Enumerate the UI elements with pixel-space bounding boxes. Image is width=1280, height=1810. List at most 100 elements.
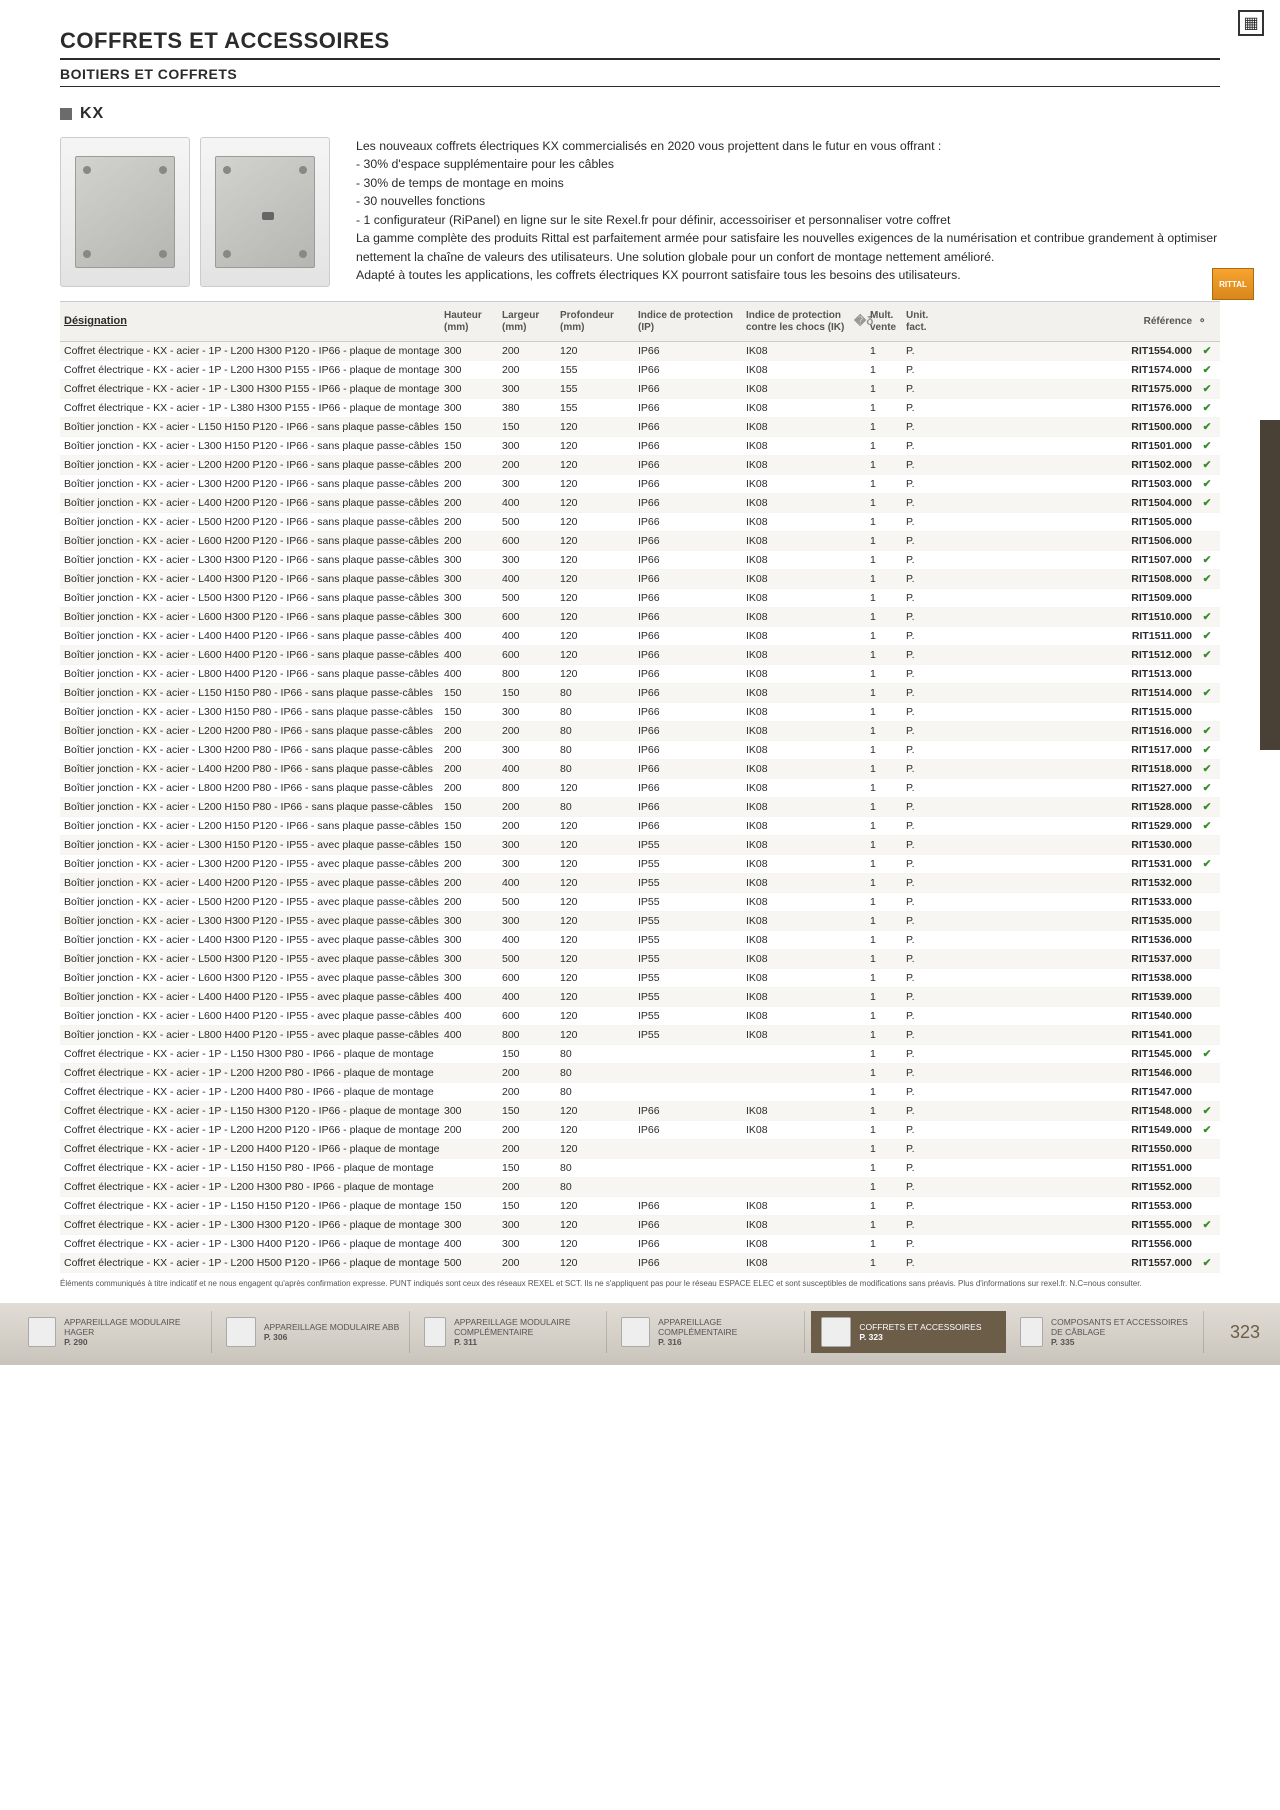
cell-profondeur: 120	[560, 535, 638, 547]
cell-ik: IK08	[746, 649, 854, 661]
table-row: Boîtier jonction - KX - acier - L400 H40…	[60, 627, 1220, 646]
footer-nav-item[interactable]: COFFRETS ET ACCESSOIRESP. 323	[811, 1311, 1006, 1353]
cell-profondeur: 120	[560, 497, 638, 509]
cell-ip: IP66	[638, 1219, 746, 1231]
cell-designation: Boîtier jonction - KX - acier - L150 H15…	[64, 421, 444, 433]
cell-unit: P.	[906, 1143, 942, 1155]
footer-thumb	[1020, 1317, 1043, 1347]
cell-hauteur: 300	[444, 934, 502, 946]
cell-mult: 1	[870, 1162, 906, 1174]
cell-unit: P.	[906, 1048, 942, 1060]
cell-reference: RIT1547.000	[942, 1086, 1198, 1098]
cell-reference: RIT1557.000	[942, 1257, 1198, 1269]
cell-unit: P.	[906, 535, 942, 547]
cell-unit: P.	[906, 991, 942, 1003]
stock-check-icon: ✔	[1198, 1219, 1216, 1231]
footer-item-title: APPAREILLAGE MODULAIRE ABB	[264, 1322, 399, 1332]
cell-largeur: 500	[502, 953, 560, 965]
stock-check-icon: ✔	[1198, 801, 1216, 813]
footer-item-page: P. 323	[859, 1332, 981, 1342]
footer-item-title: APPAREILLAGE MODULAIRE HAGER	[64, 1317, 203, 1337]
cell-designation: Boîtier jonction - KX - acier - L800 H40…	[64, 668, 444, 680]
cell-largeur: 600	[502, 649, 560, 661]
table-row: Boîtier jonction - KX - acier - L200 H20…	[60, 722, 1220, 741]
cell-ik: IK08	[746, 839, 854, 851]
table-row: Coffret électrique - KX - acier - 1P - L…	[60, 1045, 1220, 1064]
cell-ik: IK08	[746, 611, 854, 623]
cell-largeur: 300	[502, 1238, 560, 1250]
cell-profondeur: 120	[560, 1200, 638, 1212]
cell-designation: Boîtier jonction - KX - acier - L800 H40…	[64, 1029, 444, 1041]
table-row: Boîtier jonction - KX - acier - L200 H15…	[60, 817, 1220, 836]
table-row: Boîtier jonction - KX - acier - L400 H40…	[60, 988, 1220, 1007]
cell-designation: Boîtier jonction - KX - acier - L600 H30…	[64, 611, 444, 623]
cell-reference: RIT1515.000	[942, 706, 1198, 718]
cell-designation: Boîtier jonction - KX - acier - L600 H30…	[64, 972, 444, 984]
cell-reference: RIT1500.000	[942, 421, 1198, 433]
cell-largeur: 200	[502, 1181, 560, 1193]
cell-profondeur: 120	[560, 516, 638, 528]
stock-check-icon: ✔	[1198, 611, 1216, 623]
cell-ip: IP66	[638, 497, 746, 509]
cell-mult: 1	[870, 1086, 906, 1098]
cell-ip: IP66	[638, 421, 746, 433]
cell-hauteur: 400	[444, 1029, 502, 1041]
cell-largeur: 600	[502, 611, 560, 623]
cell-unit: P.	[906, 592, 942, 604]
cell-mult: 1	[870, 1010, 906, 1022]
cell-ip: IP66	[638, 763, 746, 775]
cell-mult: 1	[870, 554, 906, 566]
cell-profondeur: 120	[560, 1010, 638, 1022]
cell-profondeur: 120	[560, 972, 638, 984]
cell-ip: IP66	[638, 1105, 746, 1117]
footer-nav-item[interactable]: APPAREILLAGE MODULAIRE COMPLÉMENTAIREP. …	[416, 1311, 608, 1353]
cell-unit: P.	[906, 763, 942, 775]
cell-mult: 1	[870, 459, 906, 471]
page-subtitle: BOITIERS ET COFFRETS	[60, 66, 1220, 87]
table-row: Coffret électrique - KX - acier - 1P - L…	[60, 1083, 1220, 1102]
cell-largeur: 400	[502, 763, 560, 775]
cell-profondeur: 80	[560, 1181, 638, 1193]
cell-largeur: 300	[502, 440, 560, 452]
product-images	[60, 137, 330, 287]
cell-mult: 1	[870, 1143, 906, 1155]
cell-unit: P.	[906, 364, 942, 376]
table-row: Boîtier jonction - KX - acier - L300 H20…	[60, 741, 1220, 760]
table-row: Coffret électrique - KX - acier - 1P - L…	[60, 1140, 1220, 1159]
cell-reference: RIT1530.000	[942, 839, 1198, 851]
cell-designation: Boîtier jonction - KX - acier - L300 H15…	[64, 440, 444, 452]
cell-hauteur: 200	[444, 478, 502, 490]
cell-reference: RIT1551.000	[942, 1162, 1198, 1174]
cell-mult: 1	[870, 668, 906, 680]
cell-ik: IK08	[746, 972, 854, 984]
table-row: Coffret électrique - KX - acier - 1P - L…	[60, 1197, 1220, 1216]
cell-reference: RIT1512.000	[942, 649, 1198, 661]
table-row: Boîtier jonction - KX - acier - L600 H40…	[60, 1007, 1220, 1026]
footer-nav-item[interactable]: COMPOSANTS ET ACCESSOIRES DE CÂBLAGEP. 3…	[1012, 1311, 1204, 1353]
cell-unit: P.	[906, 383, 942, 395]
cell-unit: P.	[906, 1200, 942, 1212]
footer-nav-item[interactable]: APPAREILLAGE MODULAIRE ABBP. 306	[218, 1311, 410, 1353]
cell-reference: RIT1550.000	[942, 1143, 1198, 1155]
cell-reference: RIT1527.000	[942, 782, 1198, 794]
cell-reference: RIT1535.000	[942, 915, 1198, 927]
cell-hauteur: 150	[444, 801, 502, 813]
cell-ip: IP66	[638, 1257, 746, 1269]
cell-designation: Coffret électrique - KX - acier - 1P - L…	[64, 1238, 444, 1250]
cell-hauteur: 400	[444, 1238, 502, 1250]
footer-nav-item[interactable]: APPAREILLAGE MODULAIRE HAGERP. 290	[20, 1311, 212, 1353]
cell-profondeur: 120	[560, 459, 638, 471]
cell-reference: RIT1540.000	[942, 1010, 1198, 1022]
cell-reference: RIT1531.000	[942, 858, 1198, 870]
cell-reference: RIT1503.000	[942, 478, 1198, 490]
footer-nav-item[interactable]: APPAREILLAGE COMPLÉMENTAIREP. 316	[613, 1311, 805, 1353]
cell-ik: IK08	[746, 953, 854, 965]
cell-unit: P.	[906, 668, 942, 680]
cell-designation: Boîtier jonction - KX - acier - L500 H30…	[64, 592, 444, 604]
table-row: Coffret électrique - KX - acier - 1P - L…	[60, 342, 1220, 361]
cell-unit: P.	[906, 782, 942, 794]
table-row: Boîtier jonction - KX - acier - L800 H20…	[60, 779, 1220, 798]
cell-reference: RIT1536.000	[942, 934, 1198, 946]
cell-hauteur: 150	[444, 440, 502, 452]
cell-designation: Boîtier jonction - KX - acier - L400 H20…	[64, 497, 444, 509]
